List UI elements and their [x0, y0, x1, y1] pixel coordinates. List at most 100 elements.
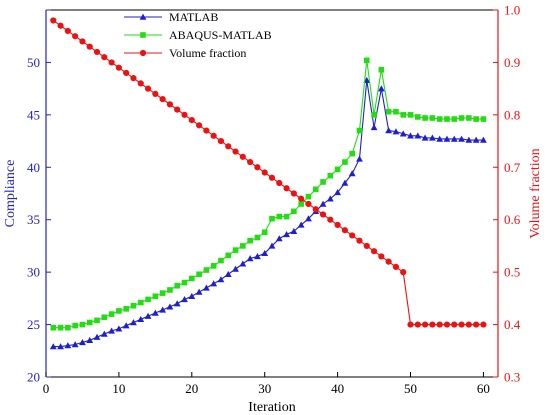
- data-point-1-26: [240, 243, 246, 249]
- data-point-0-9: [115, 325, 123, 332]
- x-tick-label-3: 30: [258, 381, 271, 396]
- data-point-0-46: [385, 127, 393, 134]
- data-point-0-42: [356, 155, 363, 162]
- y2-tick-label-4: 0.7: [504, 160, 521, 175]
- data-point-0-18: [181, 296, 188, 303]
- data-point-1-57: [466, 115, 472, 121]
- data-point-0-56: [458, 135, 465, 142]
- right-y-axis-title: Volume fraction: [528, 148, 543, 238]
- data-point-2-38: [327, 216, 334, 223]
- data-point-1-51: [422, 115, 428, 121]
- data-point-2-31: [276, 179, 283, 187]
- data-point-1-59: [480, 116, 487, 122]
- data-point-0-7: [100, 330, 108, 337]
- data-point-0-32: [283, 230, 290, 238]
- data-point-2-35: [305, 200, 312, 208]
- x-tick-label-1: 10: [112, 381, 125, 396]
- data-point-0-4: [79, 338, 86, 346]
- data-point-0-57: [465, 136, 473, 143]
- data-point-0-6: [93, 333, 101, 340]
- data-point-2-43: [363, 242, 370, 250]
- data-point-2-42: [356, 237, 363, 244]
- legend: MATLAB ABAQUS-MATLAB Volume fraction: [124, 10, 272, 60]
- data-point-2-15: [159, 96, 166, 103]
- data-point-0-25: [232, 265, 239, 272]
- data-point-2-34: [298, 195, 305, 202]
- data-point-2-45: [378, 253, 385, 260]
- data-point-2-19: [188, 117, 195, 124]
- series-line-1: [53, 60, 484, 329]
- data-point-0-20: [195, 288, 203, 295]
- data-point-0-14: [151, 309, 159, 316]
- data-point-0-10: [122, 322, 130, 329]
- data-point-0-39: [334, 189, 342, 196]
- data-point-1-24: [225, 252, 232, 259]
- data-point-1-14: [152, 293, 159, 300]
- data-point-1-12: [137, 299, 144, 306]
- data-point-0-59: [480, 136, 487, 143]
- data-point-0-27: [246, 255, 254, 262]
- x-tick-label-6: 60: [477, 381, 490, 396]
- data-point-1-2: [65, 324, 71, 331]
- data-point-2-3: [72, 33, 79, 40]
- data-point-1-55: [451, 116, 458, 122]
- data-point-2-13: [144, 85, 152, 92]
- data-point-0-44: [370, 124, 378, 131]
- data-point-2-58: [473, 321, 480, 328]
- data-point-1-19: [189, 275, 195, 282]
- data-point-2-17: [174, 106, 181, 113]
- data-point-0-45: [377, 85, 385, 92]
- series-line-0: [53, 80, 484, 348]
- data-point-2-57: [465, 321, 472, 328]
- data-point-1-46: [385, 108, 392, 115]
- data-point-1-16: [167, 287, 173, 293]
- y-tick-label-6: 50: [27, 55, 40, 70]
- data-point-0-38: [326, 195, 334, 202]
- data-point-2-14: [152, 90, 159, 97]
- y2-tick-label-6: 0.9: [504, 55, 520, 70]
- data-point-2-29: [261, 169, 268, 176]
- data-point-2-48: [400, 269, 407, 276]
- data-point-0-15: [159, 306, 167, 313]
- data-point-2-59: [480, 321, 487, 328]
- data-point-0-19: [188, 292, 196, 299]
- y2-tick-label-1: 0.4: [504, 317, 521, 332]
- data-point-2-39: [334, 221, 341, 229]
- data-point-0-55: [450, 135, 458, 142]
- data-point-2-56: [458, 321, 465, 328]
- data-point-2-20: [195, 122, 203, 129]
- data-point-0-5: [86, 336, 94, 344]
- data-point-2-26: [239, 153, 246, 160]
- series-0: [49, 76, 487, 350]
- data-point-2-25: [232, 148, 239, 155]
- data-point-0-2: [64, 342, 72, 349]
- y2-tick-label-5: 0.8: [504, 107, 520, 122]
- data-point-2-44: [370, 248, 378, 255]
- data-point-1-33: [291, 208, 297, 215]
- data-point-2-51: [421, 321, 429, 328]
- data-point-1-18: [181, 279, 188, 286]
- data-point-2-12: [137, 80, 144, 87]
- data-point-0-58: [472, 136, 480, 143]
- data-point-0-29: [261, 249, 269, 256]
- data-point-2-27: [247, 158, 254, 166]
- legend-label-0: MATLAB: [169, 10, 218, 24]
- data-point-0-11: [130, 319, 137, 326]
- left-y-axis-title: Compliance: [3, 160, 18, 228]
- data-point-2-32: [283, 185, 290, 192]
- data-point-2-2: [64, 27, 71, 35]
- data-point-1-31: [276, 213, 283, 220]
- data-point-1-45: [378, 66, 385, 73]
- y-tick-label-3: 35: [27, 212, 40, 227]
- data-point-0-26: [239, 260, 247, 267]
- data-point-1-6: [94, 317, 100, 324]
- data-point-1-42: [356, 127, 363, 134]
- series-1: [50, 57, 487, 331]
- data-point-0-52: [428, 134, 436, 141]
- data-point-0-28: [254, 253, 261, 260]
- y2-tick-label-2: 0.5: [504, 265, 520, 280]
- x-axis-title: Iteration: [248, 400, 295, 415]
- data-point-0-16: [166, 303, 174, 310]
- y-tick-label-4: 40: [27, 160, 40, 175]
- data-point-2-5: [86, 43, 93, 50]
